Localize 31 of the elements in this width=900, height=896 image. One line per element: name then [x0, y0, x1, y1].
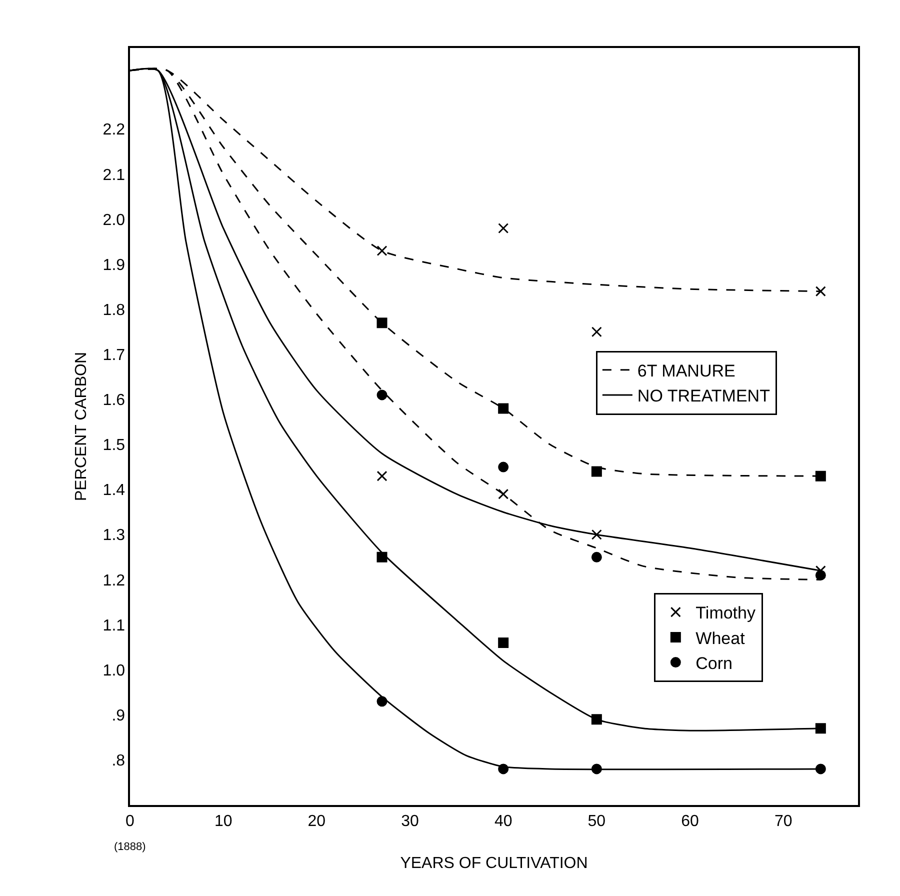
y-tick-label: 1.5 — [102, 437, 126, 454]
legend-label: Corn — [696, 654, 733, 673]
x-tick-label: 10 — [214, 812, 232, 830]
x-tick-label: 30 — [401, 812, 419, 830]
y-tick-label: 1.0 — [102, 662, 126, 680]
legend-label: 6T MANURE — [637, 361, 736, 380]
y-tick-label: 2.1 — [102, 166, 126, 184]
x-tick-label: 70 — [774, 812, 792, 830]
y-tick-label: 1.2 — [102, 572, 126, 590]
x-axis-title: YEARS OF CULTIVATION — [400, 855, 588, 872]
y-tick-label: 2.0 — [102, 212, 126, 229]
legend-label: NO TREATMENT — [637, 386, 770, 406]
x-tick-label: 50 — [588, 812, 606, 830]
y-tick-label: 1.4 — [102, 482, 126, 500]
x-tick-label: 60 — [681, 812, 699, 830]
y-tick-label: 1.6 — [102, 392, 126, 410]
legend-label: Wheat — [696, 628, 746, 648]
x-tick-label: 40 — [494, 812, 512, 830]
y-tick-label: .8 — [112, 752, 126, 770]
x-tick-label: 20 — [308, 812, 326, 830]
y-tick-label: 2.2 — [102, 122, 126, 139]
y-tick-label: 1.8 — [102, 302, 126, 319]
y-axis-title: PERCENT CARBON — [73, 352, 90, 502]
y-tick-label: 1.1 — [102, 617, 126, 634]
y-tick-label: 1.9 — [102, 256, 126, 274]
y-tick-label: 1.3 — [102, 527, 126, 544]
x-tick-label: 0 — [126, 812, 135, 830]
legend-label: Timothy — [696, 604, 756, 623]
y-tick-label: 1.7 — [102, 347, 126, 364]
y-tick-label: .9 — [112, 707, 126, 724]
text: (1888) — [114, 841, 146, 853]
